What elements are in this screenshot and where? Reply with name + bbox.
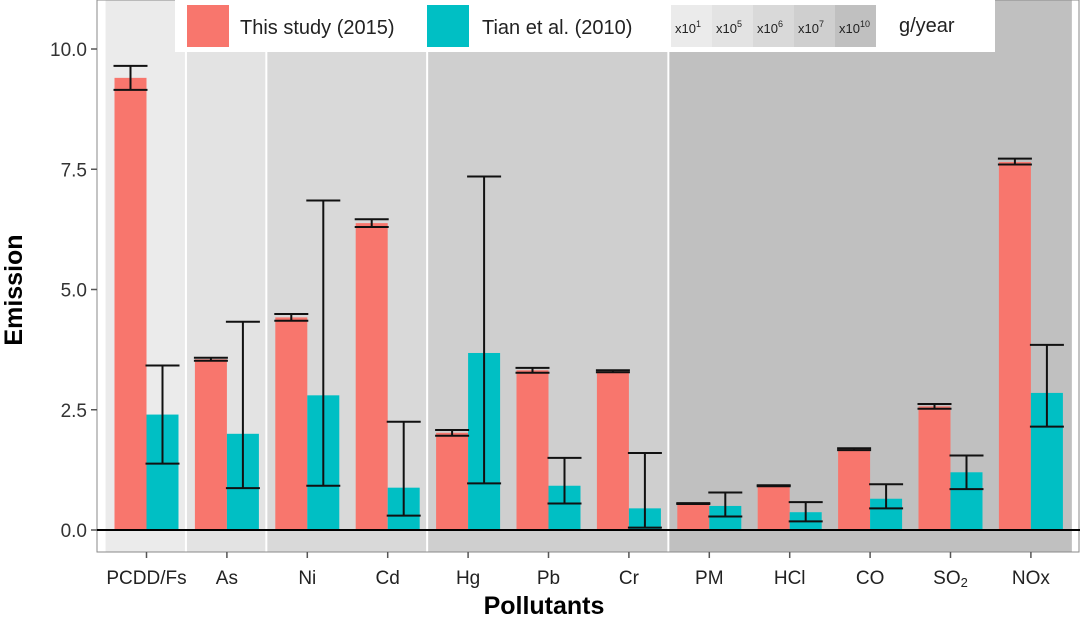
bar-this-study-1: [194, 359, 227, 530]
legend-label-this-study: This study (2015): [240, 17, 395, 39]
scale-label-3: x107: [798, 19, 824, 36]
legend-swatch-tian: [427, 5, 469, 47]
error-bar-this-study-1: [193, 356, 228, 362]
error-bar-tian-3: [386, 420, 421, 517]
bar-this-study-2: [275, 317, 308, 530]
scale-swatch-4: [835, 5, 876, 47]
scale-label-0: x101: [675, 19, 701, 36]
legend-unit-label: g/year: [899, 15, 955, 37]
error-bar-tian-1: [225, 320, 260, 490]
scale-label-1: x105: [716, 19, 742, 36]
error-bar-this-study-6: [595, 369, 630, 374]
error-bar-tian-5: [547, 456, 582, 505]
y-tick-label-1: 2.5: [61, 401, 87, 422]
x-tick-label-9: CO: [856, 568, 885, 589]
bar-this-study-4: [436, 432, 469, 530]
error-bar-tian-8: [788, 501, 823, 523]
bar-this-study-6: [596, 371, 629, 530]
x-tick-label-0: PCDD/Fs: [106, 568, 186, 589]
legend-swatch-this-study: [187, 5, 229, 47]
x-axis-title: Pollutants: [484, 592, 605, 617]
scale-label-4: x1010: [839, 19, 870, 36]
scale-swatch-1: [712, 5, 753, 47]
y-axis-title: Emission: [0, 234, 28, 345]
error-bar-tian-6: [627, 452, 662, 529]
bar-this-study-3: [355, 223, 388, 530]
plot-panel: [96, 0, 1080, 553]
x-tick-label-7: PM: [695, 568, 724, 589]
x-tick-label-4: Hg: [456, 568, 480, 589]
error-bar-tian-7: [708, 491, 743, 518]
error-bar-this-study-10: [917, 402, 952, 410]
bar-this-study-10: [918, 406, 951, 530]
x-tick-label-6: Cr: [619, 568, 640, 589]
x-tick-label-2: Ni: [298, 568, 316, 589]
error-bar-tian-2: [306, 199, 341, 487]
error-bar-this-study-9: [837, 447, 872, 452]
y-tick-label-0: 0.0: [61, 521, 87, 542]
error-bar-tian-9: [869, 483, 904, 510]
scale-swatch-2: [753, 5, 794, 47]
scale-swatch-3: [794, 5, 835, 47]
bar-this-study-5: [516, 370, 549, 530]
error-bar-this-study-11: [997, 157, 1032, 166]
y-tick-label-4: 10.0: [50, 40, 87, 61]
error-bar-this-study-4: [435, 428, 470, 437]
x-tick-label-8: HCl: [774, 568, 806, 589]
legend-label-tian: Tian et al. (2010): [482, 17, 632, 39]
bar-this-study-11: [998, 162, 1031, 530]
panel-border: [96, 0, 1080, 553]
error-bar-tian-0: [145, 364, 180, 465]
legend: This study (2015) Tian et al. (2010) x101 x…: [175, 0, 995, 52]
error-bar-tian-11: [1029, 343, 1064, 428]
bar-this-study-0: [114, 77, 147, 531]
scale-swatch-0: [671, 5, 712, 47]
error-bar-this-study-5: [515, 366, 550, 374]
bar-this-study-7: [677, 503, 710, 530]
error-bar-tian-4: [467, 175, 502, 485]
y-tick-label-3: 7.5: [61, 160, 87, 181]
bar-this-study-9: [838, 449, 871, 530]
y-tick-label-2: 5.0: [61, 281, 87, 302]
x-tick-label-5: Pb: [537, 568, 560, 589]
x-tick-label-1: As: [216, 568, 238, 589]
error-bar-this-study-0: [113, 64, 148, 91]
error-bar-this-study-7: [676, 502, 711, 506]
bar-this-study-8: [757, 485, 790, 530]
x-tick-label-11: NOx: [1012, 568, 1051, 589]
scale-label-2: x106: [757, 19, 783, 36]
x-tick-label-3: Cd: [376, 568, 400, 589]
error-bar-this-study-3: [354, 218, 389, 228]
error-bar-this-study-2: [274, 313, 309, 322]
x-tick-label-10: SO2: [933, 568, 968, 590]
error-bar-tian-10: [949, 454, 984, 491]
error-bar-this-study-8: [756, 484, 791, 488]
